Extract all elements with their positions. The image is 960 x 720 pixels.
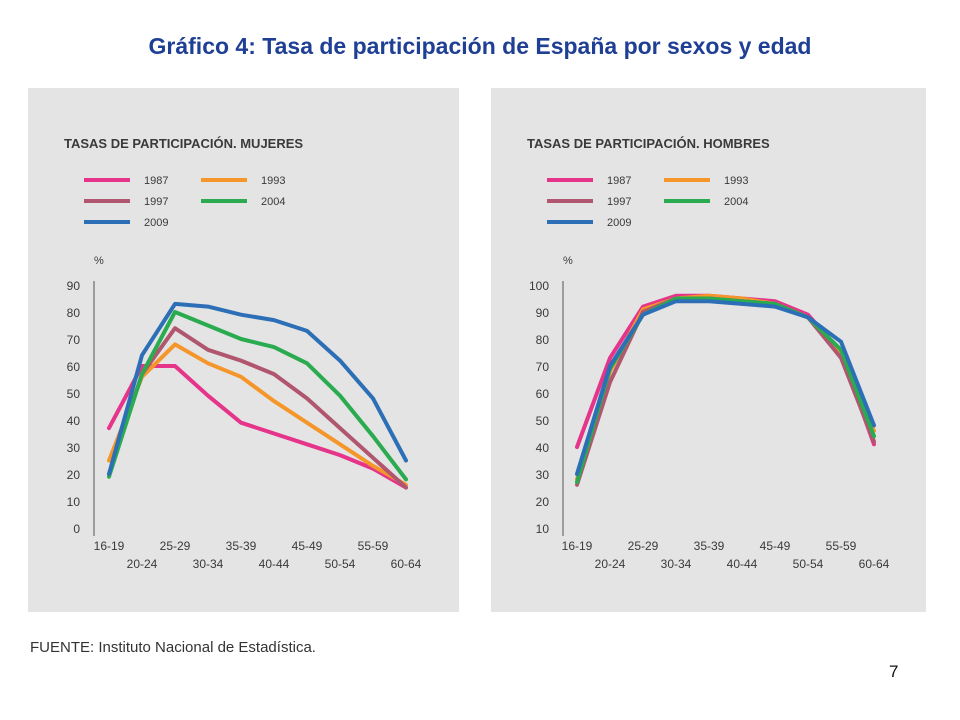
chart-panel-hombres: TASAS DE PARTICIPACIÓN. HOMBRES 1987 1993 1…	[491, 88, 926, 612]
y-tick-label: 30	[67, 441, 81, 455]
x-tick-label: 55-59	[358, 539, 389, 553]
legend-label-1997: 1997	[607, 196, 631, 208]
chart-mujeres: TASAS DE PARTICIPACIÓN. MUJERES 1987 1993 1…	[64, 136, 422, 571]
y-tick-label: 90	[536, 306, 550, 320]
chart-title: TASAS DE PARTICIPACIÓN. MUJERES	[64, 136, 303, 151]
legend-label-2009: 2009	[144, 217, 168, 229]
y-tick-label: 50	[536, 414, 550, 428]
y-tick-label: 20	[67, 468, 81, 482]
legend-label-1993: 1993	[261, 175, 285, 187]
y-tick-label: 10	[536, 522, 550, 536]
x-tick-label: 55-59	[826, 539, 857, 553]
chart-title: TASAS DE PARTICIPACIÓN. HOMBRES	[527, 136, 770, 151]
series-line-1997	[107, 326, 408, 490]
x-tick-label: 50-54	[793, 557, 824, 571]
x-tick-label: 40-44	[727, 557, 758, 571]
x-tick-label: 25-29	[160, 539, 191, 553]
x-tick-label: 45-49	[292, 539, 323, 553]
legend-label-1987: 1987	[144, 175, 168, 187]
y-tick-label: 90	[67, 279, 81, 293]
legend-label-1987: 1987	[607, 175, 631, 187]
y-tick-label: 30	[536, 468, 550, 482]
legend-label-2004: 2004	[724, 196, 748, 208]
x-tick-label: 16-19	[94, 539, 125, 553]
chart-panel-mujeres: TASAS DE PARTICIPACIÓN. MUJERES 1987 1993 1…	[28, 88, 459, 612]
y-tick-label: 60	[67, 360, 81, 374]
y-tick-label: 70	[67, 333, 81, 347]
source-note: FUENTE: Instituto Nacional de Estadístic…	[30, 639, 316, 656]
page-number: 7	[889, 662, 899, 681]
y-unit-label: %	[563, 255, 573, 267]
series-line-1987	[107, 364, 408, 490]
x-tick-label: 20-24	[595, 557, 626, 571]
y-tick-label: 80	[67, 306, 81, 320]
y-tick-label: 20	[536, 495, 550, 509]
series-line-1993	[575, 293, 876, 482]
legend-label-2004: 2004	[261, 196, 285, 208]
legend-label-1997: 1997	[144, 196, 168, 208]
x-tick-label: 45-49	[760, 539, 791, 553]
series-line-1987	[575, 293, 876, 449]
y-unit-label: %	[94, 255, 104, 267]
legend-label-2009: 2009	[607, 217, 631, 229]
x-tick-label: 30-34	[661, 557, 692, 571]
y-tick-label: 10	[67, 495, 81, 509]
x-tick-label: 50-54	[325, 557, 356, 571]
y-tick-label: 80	[536, 333, 550, 347]
x-tick-label: 20-24	[127, 557, 158, 571]
legend-label-1993: 1993	[724, 175, 748, 187]
y-tick-label: 60	[536, 387, 550, 401]
y-tick-label: 70	[536, 360, 550, 374]
x-tick-label: 16-19	[562, 539, 593, 553]
x-tick-label: 60-64	[391, 557, 422, 571]
x-tick-label: 35-39	[226, 539, 257, 553]
series-line-2009	[107, 301, 408, 476]
y-tick-label: 40	[67, 414, 81, 428]
x-tick-label: 40-44	[259, 557, 290, 571]
slide-title: Gráfico 4: Tasa de participación de Espa…	[148, 33, 812, 59]
y-tick-label: 50	[67, 387, 81, 401]
y-tick-label: 100	[529, 279, 549, 293]
x-tick-label: 25-29	[628, 539, 659, 553]
x-tick-label: 30-34	[193, 557, 224, 571]
series-line-2009	[575, 299, 876, 476]
x-tick-label: 60-64	[859, 557, 890, 571]
chart-hombres: TASAS DE PARTICIPACIÓN. HOMBRES 1987 1993 1…	[527, 136, 890, 571]
series-line-2004	[575, 296, 876, 485]
y-tick-label: 0	[73, 522, 80, 536]
x-tick-label: 35-39	[694, 539, 725, 553]
series-line-1997	[575, 296, 876, 487]
series-line-1993	[107, 342, 408, 487]
series-line-2004	[107, 310, 408, 482]
y-tick-label: 40	[536, 441, 550, 455]
